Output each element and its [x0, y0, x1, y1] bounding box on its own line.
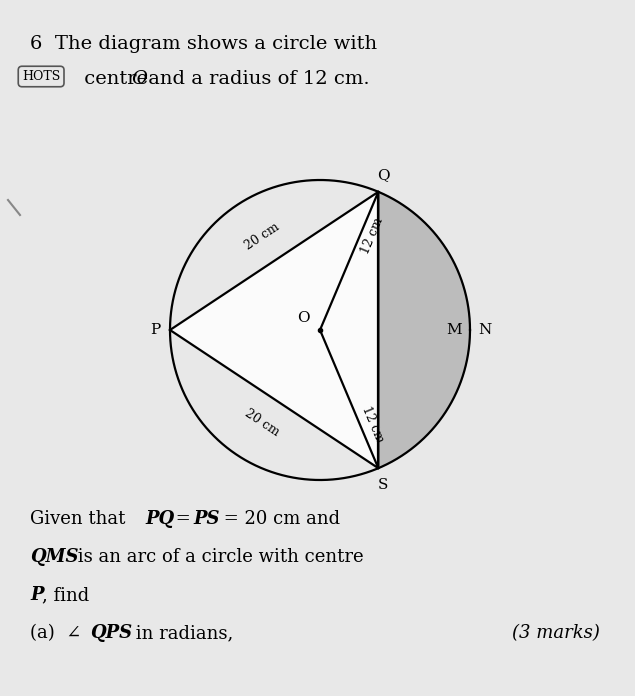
- Text: (a)  ∠: (a) ∠: [30, 624, 81, 642]
- Text: 12 cm: 12 cm: [359, 215, 386, 256]
- Text: P: P: [150, 323, 160, 337]
- Text: 20 cm: 20 cm: [243, 221, 282, 253]
- Text: 12 cm: 12 cm: [359, 404, 386, 445]
- Text: PQ: PQ: [145, 510, 174, 528]
- Text: (3 marks): (3 marks): [512, 624, 600, 642]
- Text: M: M: [446, 323, 462, 337]
- Text: QMS: QMS: [30, 548, 79, 566]
- Text: in radians,: in radians,: [130, 624, 233, 642]
- Text: P: P: [30, 586, 44, 604]
- Text: HOTS: HOTS: [22, 70, 60, 83]
- Text: PS: PS: [193, 510, 220, 528]
- Text: S: S: [378, 478, 389, 492]
- Text: , find: , find: [42, 586, 90, 604]
- Text: =: =: [170, 510, 196, 528]
- Text: N: N: [478, 323, 491, 337]
- Text: Q: Q: [377, 168, 390, 182]
- Text: is an arc of a circle with centre: is an arc of a circle with centre: [72, 548, 364, 566]
- Text: O: O: [297, 311, 310, 325]
- Text: 20 cm: 20 cm: [243, 407, 282, 439]
- Text: = 20 cm and: = 20 cm and: [218, 510, 340, 528]
- Text: Given that: Given that: [30, 510, 131, 528]
- Text: 6  The diagram shows a circle with: 6 The diagram shows a circle with: [30, 35, 377, 53]
- Polygon shape: [378, 192, 470, 468]
- Text: and a radius of 12 cm.: and a radius of 12 cm.: [142, 70, 370, 88]
- Text: O: O: [131, 70, 147, 88]
- Polygon shape: [170, 192, 378, 468]
- Text: QPS: QPS: [90, 624, 132, 642]
- Text: centre: centre: [78, 70, 154, 88]
